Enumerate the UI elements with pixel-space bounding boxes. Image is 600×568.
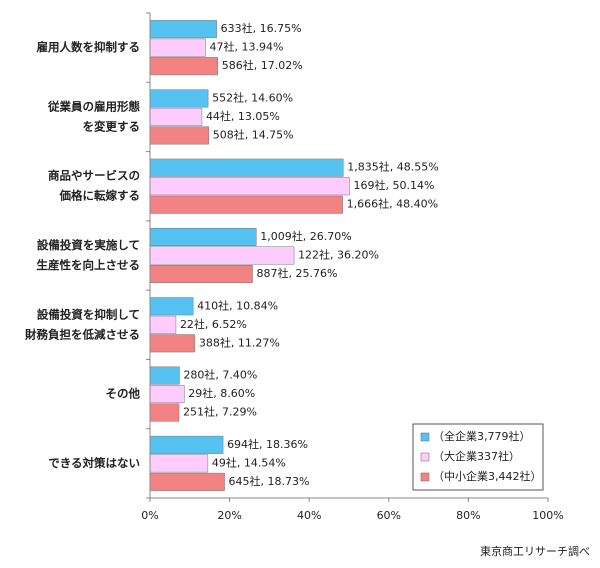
bar [149, 472, 225, 491]
legend-label: （大企業337社） [433, 449, 520, 463]
x-tick-label: 100% [532, 509, 563, 522]
data-label: 552社, 14.60% [212, 90, 293, 104]
y-tick-label: を変更する [83, 119, 141, 133]
bar [149, 57, 218, 76]
data-label: 388社, 11.27% [199, 335, 280, 349]
y-tick-label: 設備投資を抑制して [37, 307, 140, 321]
y-tick-label: 雇用人数を抑制する [37, 40, 141, 54]
legend-label: （全企業3,779社） [433, 429, 531, 443]
data-label: 1,009社, 26.70% [260, 229, 351, 243]
legend-box [412, 423, 544, 491]
data-label: 122社, 36.20% [298, 248, 379, 262]
x-tick-label: 40% [297, 509, 321, 522]
y-tick-label: 財務負担を低減させる [24, 327, 140, 341]
y-tick-label: その他 [106, 387, 141, 401]
bar [149, 89, 209, 108]
data-label: 1,666社, 48.40% [347, 197, 438, 211]
data-label: 645社, 18.73% [229, 474, 310, 488]
data-label: 694社, 18.36% [227, 437, 308, 451]
y-tick-label: 設備投資を実施して [37, 238, 140, 252]
bar [149, 126, 209, 145]
x-tick-label: 0% [141, 509, 158, 522]
bar [149, 385, 185, 404]
data-label: 586社, 17.02% [222, 58, 303, 72]
y-tick-label: 商品やサービスの [48, 169, 140, 183]
data-label: 22社, 6.52% [180, 317, 247, 331]
y-tick-label: 価格に転嫁する [59, 189, 141, 203]
bar [149, 315, 177, 334]
bar [149, 403, 180, 422]
data-label: 410社, 10.84% [197, 298, 278, 312]
y-tick-label: 生産性を向上させる [37, 258, 141, 272]
bar [149, 435, 224, 454]
data-label: 251社, 7.29% [183, 405, 257, 419]
bar [149, 20, 217, 39]
bar [149, 297, 194, 316]
data-label: 44社, 13.05% [206, 109, 280, 123]
bar [149, 38, 206, 57]
x-tick-label: 60% [377, 509, 401, 522]
x-tick-label: 80% [456, 509, 480, 522]
bar [149, 107, 203, 126]
bar [149, 265, 253, 283]
bar [149, 158, 344, 177]
y-tick-label: できる対策はない [48, 456, 140, 470]
bar [149, 195, 343, 214]
data-label: 633社, 16.75% [221, 21, 302, 35]
data-label: 280社, 7.40% [183, 368, 257, 382]
data-label: 47社, 13.94% [209, 40, 283, 54]
data-label: 508社, 14.75% [213, 127, 294, 141]
x-tick-label: 20% [217, 509, 241, 522]
data-label: 29社, 8.60% [188, 386, 255, 400]
bar [149, 454, 209, 473]
data-label: 1,835社, 48.55% [347, 160, 438, 174]
data-label: 49社, 14.54% [212, 455, 286, 469]
bar [149, 366, 180, 385]
legend-swatch [420, 472, 430, 482]
bar [149, 177, 350, 196]
data-label: 169社, 50.14% [354, 178, 435, 192]
legend-swatch [420, 452, 430, 462]
source-note: 東京商工リサーチ調べ [480, 544, 590, 558]
y-tick-label: 従業員の雇用形態 [47, 99, 140, 113]
data-label: 887社, 25.76% [257, 266, 338, 280]
bar [149, 246, 295, 265]
legend-label: （中小企業3,442社） [433, 469, 542, 483]
legend-swatch [420, 432, 430, 442]
bar [149, 228, 257, 246]
bar [149, 334, 196, 353]
